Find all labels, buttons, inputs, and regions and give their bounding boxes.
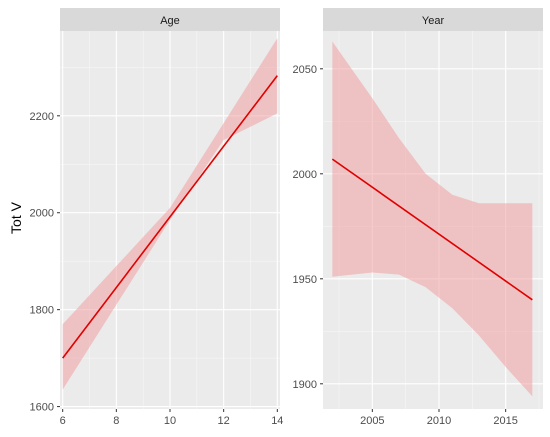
y-tick-label: 1900 [293,379,317,391]
facet-year: Year 1900 1950 2000 2050 2005 2010 2015 [293,8,543,427]
y-tick-label: 1950 [293,274,317,286]
x-tick-label: 12 [218,415,230,427]
facet-strip-label: Year [422,15,445,27]
y-tick-label: 2200 [30,111,54,123]
facet-age: Age 1600 1800 2000 2200 6 8 10 12 14 [30,8,283,427]
x-tick-label: 14 [271,415,283,427]
x-tick-label: 6 [60,415,66,427]
x-tick-label: 2010 [427,415,451,427]
y-tick-label: 1800 [30,305,54,317]
x-tick-label: 2015 [493,415,517,427]
confidence-ribbon [62,38,278,390]
x-tick-label: 8 [113,415,119,427]
y-axis-title: Tot V [8,201,24,234]
y-tick-label: 2000 [30,208,54,220]
y-tick-label: 2050 [293,64,317,76]
facet-panels: Age 1600 1800 2000 2200 6 8 10 12 14 Year 1900 1950 2… [30,8,543,427]
x-tick-label: 10 [164,415,176,427]
facet-strip-label: Age [160,15,180,27]
fit-line [331,158,533,301]
y-tick-label: 1600 [30,402,54,414]
facet-strip [323,8,543,31]
x-tick-label: 2005 [360,415,384,427]
facet-strip [60,8,280,31]
confidence-ribbon [332,41,533,397]
y-tick-label: 2000 [293,169,317,181]
fit-line [62,75,278,359]
